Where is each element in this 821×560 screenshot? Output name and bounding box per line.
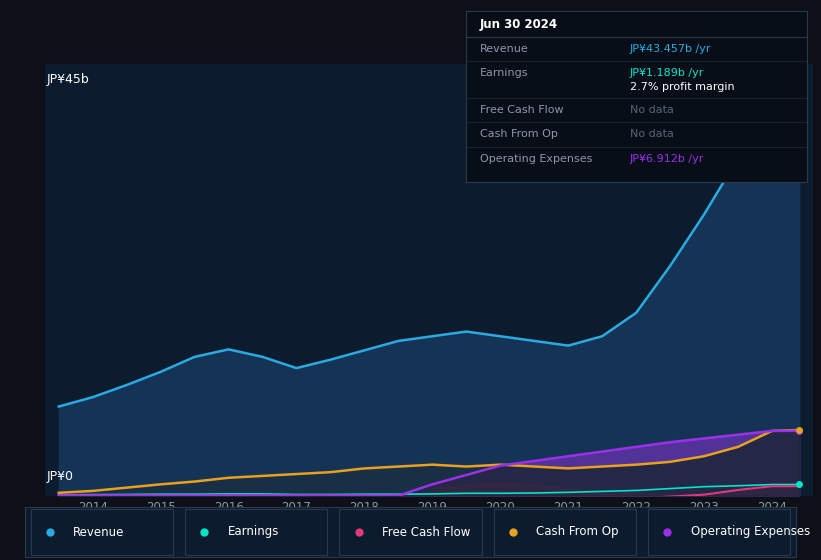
Text: Free Cash Flow: Free Cash Flow xyxy=(382,525,470,539)
Text: Jun 30 2024: Jun 30 2024 xyxy=(480,18,558,31)
Text: JP¥6.912b /yr: JP¥6.912b /yr xyxy=(630,154,704,164)
Text: Cash From Op: Cash From Op xyxy=(480,129,557,139)
Text: Revenue: Revenue xyxy=(73,525,125,539)
Text: Revenue: Revenue xyxy=(480,44,529,54)
Text: JP¥1.189b /yr: JP¥1.189b /yr xyxy=(630,68,704,78)
Text: JP¥45b: JP¥45b xyxy=(47,73,89,86)
Text: No data: No data xyxy=(630,105,674,115)
Text: Free Cash Flow: Free Cash Flow xyxy=(480,105,563,115)
Text: Earnings: Earnings xyxy=(480,68,529,78)
Text: Operating Expenses: Operating Expenses xyxy=(690,525,810,539)
Text: 2.7% profit margin: 2.7% profit margin xyxy=(630,82,735,92)
Text: No data: No data xyxy=(630,129,674,139)
Text: Earnings: Earnings xyxy=(227,525,279,539)
Text: JP¥0: JP¥0 xyxy=(47,470,74,483)
Text: Cash From Op: Cash From Op xyxy=(536,525,619,539)
Text: Operating Expenses: Operating Expenses xyxy=(480,154,592,164)
Text: JP¥43.457b /yr: JP¥43.457b /yr xyxy=(630,44,711,54)
